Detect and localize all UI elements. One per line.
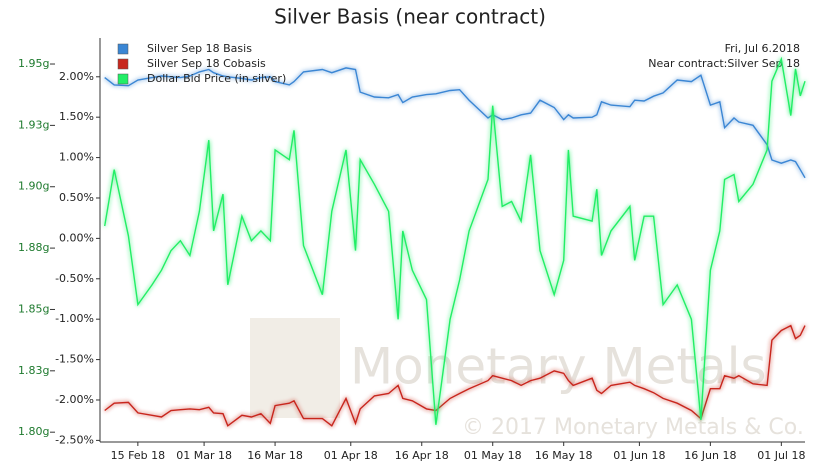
y2-tick-label: 1.85g <box>18 302 49 315</box>
y2-tick-label: 1.90g <box>18 180 49 193</box>
x-tick-label: 16 Mar 18 <box>247 449 303 462</box>
legend-label: Silver Sep 18 Basis <box>147 42 252 55</box>
y-tick-label: -1.00% <box>55 312 94 325</box>
x-tick-label: 01 Jul 18 <box>757 449 805 462</box>
y-tick-label: -2.00% <box>55 393 94 406</box>
series-line <box>104 67 806 179</box>
y-tick-label: -0.50% <box>55 272 94 285</box>
x-tick-label: 15 Feb 18 <box>111 449 165 462</box>
legend-swatch <box>117 58 129 70</box>
legend-swatch <box>117 43 129 55</box>
legend-label: Dollar Bid Price (in silver) <box>147 72 286 85</box>
y-tick-label: 1.50% <box>59 110 94 123</box>
y-tick-label: -1.50% <box>55 353 94 366</box>
x-tick-label: 01 Mar 18 <box>176 449 232 462</box>
annotation: Near contract:Silver Sep 18 <box>648 57 800 70</box>
x-tick-label: 16 Jun 18 <box>684 449 736 462</box>
legend-label: Silver Sep 18 Cobasis <box>147 57 266 70</box>
y-tick-label: 2.00% <box>59 70 94 83</box>
watermark: Monetary Metals © 2017 Monetary Metals &… <box>250 318 804 440</box>
x-tick-label: 01 Apr 18 <box>324 449 378 462</box>
x-tick-label: 01 May 18 <box>464 449 522 462</box>
y-tick-label: 0.50% <box>59 191 94 204</box>
chart-title: Silver Basis (near contract) <box>274 5 546 29</box>
x-tick-label: 16 May 18 <box>535 449 593 462</box>
y2-tick-label: 1.93g <box>18 118 49 131</box>
x-tick-label: 01 Jun 18 <box>613 449 665 462</box>
y2-tick-label: 1.83g <box>18 364 49 377</box>
legend-swatch <box>117 73 129 85</box>
y2-tick-label: 1.88g <box>18 241 49 254</box>
x-tick-label: 16 Apr 18 <box>395 449 449 462</box>
y-tick-label: -2.50% <box>55 433 94 446</box>
y-tick-label: 0.00% <box>59 231 94 244</box>
y2-tick-label: 1.95g <box>18 57 49 70</box>
annotation: Fri, Jul 6.2018 <box>725 42 800 55</box>
y2-tick-label: 1.80g <box>18 425 49 438</box>
series-line <box>104 56 806 425</box>
y-tick-label: 1.00% <box>59 151 94 164</box>
watermark-text: © 2017 Monetary Metals & Co. <box>462 415 804 440</box>
series-line <box>104 324 806 427</box>
